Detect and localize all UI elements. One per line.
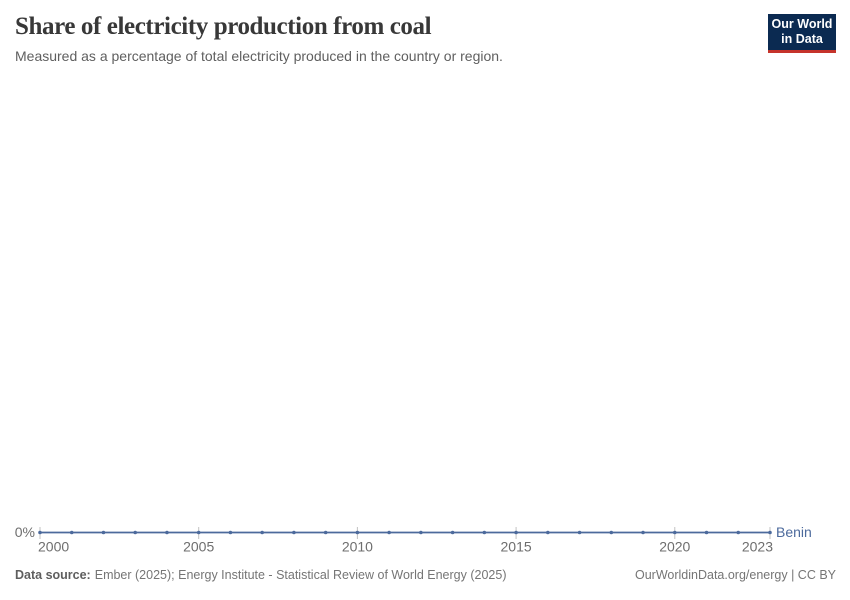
chart-header: Share of electricity production from coa…: [15, 13, 750, 64]
data-point[interactable]: [260, 530, 264, 535]
data-point[interactable]: [546, 530, 550, 535]
data-point[interactable]: [228, 530, 233, 535]
data-source: Data source: Ember (2025); Energy Institu…: [15, 568, 506, 582]
data-point[interactable]: [577, 530, 582, 535]
owid-logo-line1: Our World: [771, 17, 833, 31]
data-point[interactable]: [387, 530, 391, 535]
data-point[interactable]: [38, 530, 42, 535]
data-point[interactable]: [133, 530, 138, 535]
data-point[interactable]: [641, 530, 645, 535]
y-axis-label: 0%: [15, 524, 35, 540]
owid-logo-line2: in Data: [781, 32, 823, 46]
x-axis-label: 2015: [501, 539, 532, 555]
series-end-label[interactable]: Benin: [776, 524, 812, 540]
x-axis-label: 2005: [183, 539, 214, 555]
data-point[interactable]: [736, 530, 741, 535]
chart-title: Share of electricity production from coa…: [15, 13, 432, 40]
data-source-label: Data source:: [15, 568, 91, 582]
data-point[interactable]: [323, 530, 328, 535]
data-point[interactable]: [482, 530, 487, 535]
data-point[interactable]: [419, 530, 423, 535]
data-point[interactable]: [609, 530, 614, 535]
data-point[interactable]: [768, 530, 772, 535]
data-point[interactable]: [292, 530, 296, 535]
chart-footer: Data source: Ember (2025); Energy Institu…: [15, 568, 836, 582]
x-axis-label: 2000: [38, 539, 69, 555]
x-axis-label: 2023: [742, 539, 773, 555]
owid-logo[interactable]: Our World in Data: [768, 14, 836, 53]
data-point[interactable]: [450, 530, 455, 535]
x-axis-label: 2010: [342, 539, 373, 555]
data-point[interactable]: [704, 530, 709, 535]
owid-url-license-link[interactable]: OurWorldinData.org/energy | CC BY: [634, 568, 836, 582]
x-axis-label: 2020: [659, 539, 690, 555]
data-point[interactable]: [165, 530, 169, 535]
data-point[interactable]: [196, 530, 201, 535]
data-point[interactable]: [514, 530, 518, 535]
data-point[interactable]: [355, 530, 360, 535]
data-point[interactable]: [69, 530, 74, 535]
data-source-text: Ember (2025); Energy Institute - Statist…: [94, 568, 507, 582]
data-point[interactable]: [672, 530, 677, 535]
chart-subtitle: Measured as a percentage of total electr…: [15, 48, 503, 64]
data-point[interactable]: [101, 530, 106, 535]
